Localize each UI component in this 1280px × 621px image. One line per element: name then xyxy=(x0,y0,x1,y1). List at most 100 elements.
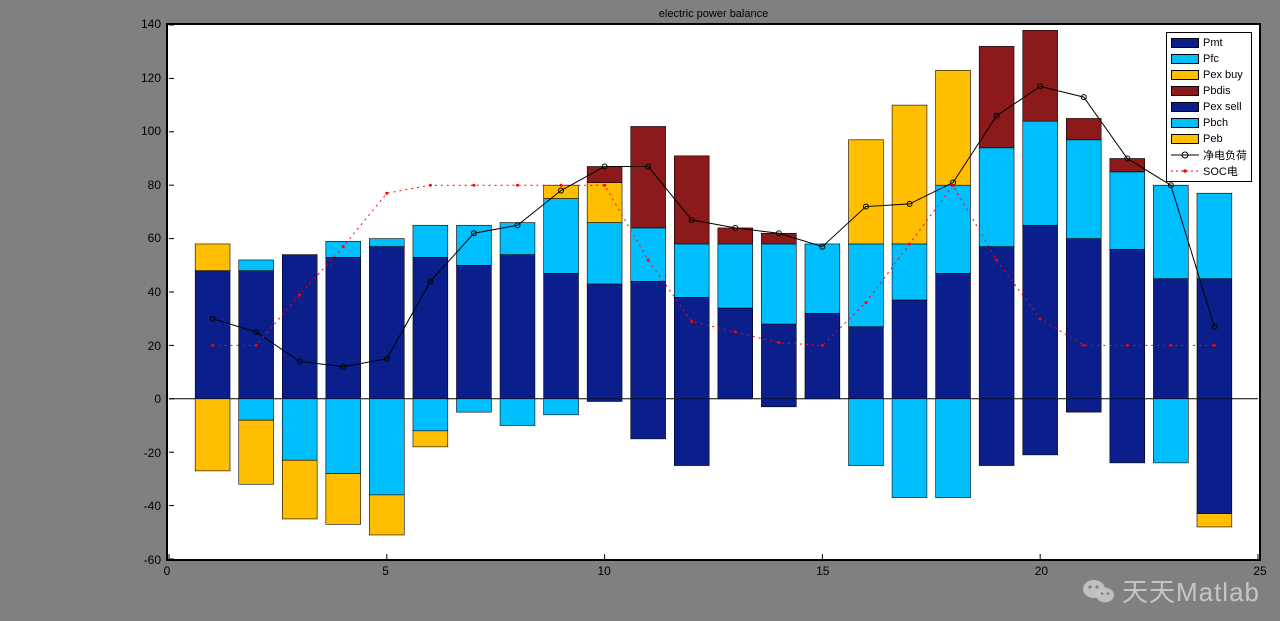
bar-Peb xyxy=(413,431,448,447)
bar-Pfc xyxy=(1197,193,1232,278)
marker-soc_e xyxy=(1039,317,1042,320)
bar-Pfc xyxy=(761,244,796,324)
legend-swatch xyxy=(1171,70,1199,80)
legend-item: Pmt xyxy=(1171,35,1247,51)
bar-Pmt xyxy=(195,271,230,399)
bar-Peb xyxy=(282,460,317,519)
bar-Pfc xyxy=(239,260,274,271)
bar-Pfc xyxy=(1066,140,1101,239)
legend-item: 净电负荷 xyxy=(1171,147,1247,163)
bar-Pex_sell xyxy=(674,399,709,466)
plot-svg xyxy=(168,25,1259,559)
marker-soc_e xyxy=(603,184,606,187)
wechat-icon xyxy=(1082,576,1116,606)
bar-Pmt xyxy=(805,313,840,398)
bar-Pfc xyxy=(1153,185,1188,278)
marker-soc_e xyxy=(472,184,475,187)
marker-soc_e xyxy=(1213,344,1216,347)
bar-Pmt xyxy=(326,257,361,399)
bar-Pfc xyxy=(1023,121,1058,225)
legend-item: Pex sell xyxy=(1171,99,1247,115)
marker-soc_e xyxy=(690,320,693,323)
legend-label: Pmt xyxy=(1203,37,1223,49)
bar-Pfc xyxy=(413,225,448,257)
bar-Pex_buy xyxy=(892,105,927,244)
legend-label: 净电负荷 xyxy=(1203,147,1247,163)
marker-soc_e xyxy=(952,184,955,187)
marker-soc_e xyxy=(734,331,737,334)
bar-Pbch xyxy=(413,399,448,431)
legend-label: Pbch xyxy=(1203,117,1228,129)
bar-Pbch xyxy=(239,399,274,420)
bar-Pbch xyxy=(936,399,971,498)
legend-label: Peb xyxy=(1203,133,1223,145)
legend-item: Pbdis xyxy=(1171,83,1247,99)
bar-Pbch xyxy=(892,399,927,498)
bar-Pmt xyxy=(457,265,492,399)
marker-soc_e xyxy=(298,293,301,296)
x-tick-label: 20 xyxy=(1035,564,1048,578)
x-tick-label: 5 xyxy=(382,564,389,578)
bar-Pfc xyxy=(369,239,404,247)
watermark: 天天Matlab xyxy=(1082,572,1260,609)
bar-Pbdis xyxy=(761,233,796,244)
bar-Pbch xyxy=(500,399,535,426)
bar-Pex_buy xyxy=(849,140,884,244)
bar-Pfc xyxy=(892,244,927,300)
marker-soc_e xyxy=(255,344,258,347)
bar-Peb xyxy=(369,495,404,535)
legend-label: Pfc xyxy=(1203,53,1219,65)
y-tick-label: 0 xyxy=(154,392,161,406)
legend-label: Pbdis xyxy=(1203,85,1231,97)
bar-Pfc xyxy=(979,148,1014,247)
bar-Pex_sell xyxy=(1023,399,1058,455)
bar-Pbch xyxy=(1153,399,1188,463)
marker-soc_e xyxy=(1126,344,1129,347)
y-tick-label: -40 xyxy=(144,499,161,513)
legend-label: Pex sell xyxy=(1203,101,1242,113)
legend-label: Pex buy xyxy=(1203,69,1243,81)
marker-soc_e xyxy=(1169,344,1172,347)
y-tick-label: -60 xyxy=(144,553,161,567)
bar-Pmt xyxy=(674,297,709,398)
bar-Peb xyxy=(326,474,361,525)
legend-swatch xyxy=(1171,38,1199,48)
legend-item: Pex buy xyxy=(1171,67,1247,83)
line-soc_e xyxy=(213,185,1215,345)
bar-Pbdis xyxy=(1066,118,1101,139)
marker-soc_e xyxy=(908,242,911,245)
bar-Pbdis xyxy=(979,46,1014,147)
bar-Pmt xyxy=(369,247,404,399)
marker-soc_e xyxy=(777,341,780,344)
bar-Pmt xyxy=(892,300,927,399)
x-tick-label: 0 xyxy=(164,564,171,578)
legend-item: Peb xyxy=(1171,131,1247,147)
bar-Pmt xyxy=(544,273,579,398)
marker-soc_e xyxy=(560,184,563,187)
marker-soc_e xyxy=(516,184,519,187)
bar-Pfc xyxy=(631,228,666,281)
bar-Pfc xyxy=(544,199,579,274)
legend-swatch xyxy=(1171,102,1199,112)
y-tick-label: 80 xyxy=(148,178,161,192)
bar-Pex_sell xyxy=(587,399,622,402)
bar-Pfc xyxy=(718,244,753,308)
bar-Pfc xyxy=(674,244,709,297)
marker-soc_e xyxy=(1082,344,1085,347)
bar-Pmt xyxy=(761,324,796,399)
y-tick-label: 40 xyxy=(148,285,161,299)
line-net_load xyxy=(213,86,1215,366)
legend-label: SOC电 xyxy=(1203,163,1238,179)
y-tick-label: 120 xyxy=(141,71,161,85)
x-tick-label: 15 xyxy=(816,564,829,578)
bar-Pbch xyxy=(369,399,404,495)
bar-Peb xyxy=(195,399,230,471)
legend-swatch xyxy=(1171,134,1199,144)
legend-swatch xyxy=(1171,54,1199,64)
bar-Pbdis xyxy=(631,126,666,227)
bar-Pex_buy xyxy=(544,185,579,198)
bar-Pmt xyxy=(1110,249,1145,399)
chart-container: electric power balance PmtPfcPex buyPbdi… xyxy=(166,23,1261,561)
bar-Pbch xyxy=(457,399,492,412)
x-tick-label: 10 xyxy=(598,564,611,578)
